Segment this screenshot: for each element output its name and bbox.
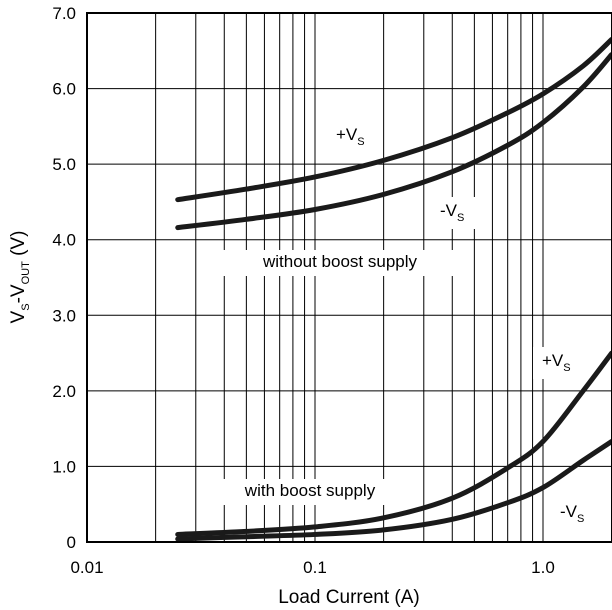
x-tick-label: 1.0 [531, 558, 555, 577]
y-axis-title: VS-VOUT (V) [8, 231, 32, 324]
series-line-3 [175, 350, 612, 537]
label-backgrounds [212, 121, 594, 528]
label-background [533, 347, 583, 379]
plot-frame [86, 12, 612, 543]
y-tick-label: 1.0 [52, 457, 76, 476]
minus-vs-top-label: -VS [440, 201, 464, 224]
x-tick-label: 0.01 [70, 558, 103, 577]
label-background [432, 197, 480, 229]
plus-vs-top-label: +VS [336, 125, 365, 148]
label-background [550, 498, 594, 528]
y-tick-label: 2.0 [52, 382, 76, 401]
label-background [326, 121, 378, 153]
tick-labels: 0.01 0.1 1.0 0 1.0 2.0 3.0 4.0 5.0 6.0 7.0 [52, 4, 554, 577]
without-boost-label: without boost supply [262, 252, 418, 271]
label-background [222, 250, 458, 276]
series-line-2 [175, 52, 612, 231]
series-line-1 [175, 36, 612, 203]
y-tick-label: 6.0 [52, 80, 76, 99]
y-tick-label: 7.0 [52, 4, 76, 23]
x-tick-label: 0.1 [303, 558, 327, 577]
y-tick-label: 5.0 [52, 155, 76, 174]
y-tick-label: 3.0 [52, 306, 76, 325]
label-background [212, 479, 410, 505]
y-tick-label: 0 [67, 533, 76, 552]
plus-vs-bottom-label: +VS [542, 351, 571, 374]
grid [87, 13, 612, 542]
with-boost-label: with boost supply [244, 481, 376, 500]
minus-vs-bottom-label: -VS [560, 502, 584, 525]
series [175, 36, 612, 542]
x-axis-title: Load Current (A) [278, 587, 420, 608]
series-line-4 [175, 438, 612, 542]
y-tick-label: 4.0 [52, 231, 76, 250]
